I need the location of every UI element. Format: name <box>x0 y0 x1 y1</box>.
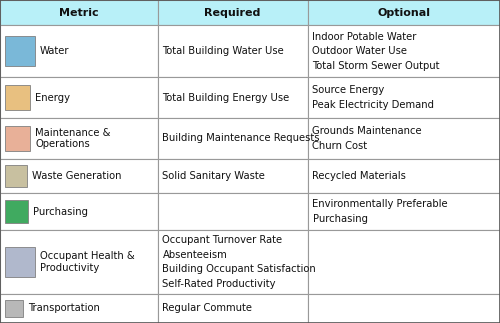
Text: Total Building Water Use: Total Building Water Use <box>162 46 284 56</box>
Bar <box>0 193 158 230</box>
Text: Source Energy
Peak Electricity Demand: Source Energy Peak Electricity Demand <box>312 85 434 110</box>
Text: Indoor Potable Water
Outdoor Water Use
Total Storm Sewer Output: Indoor Potable Water Outdoor Water Use T… <box>312 32 440 71</box>
Text: Waste Generation: Waste Generation <box>32 171 121 181</box>
Bar <box>308 193 500 230</box>
Text: Required: Required <box>204 8 260 17</box>
Bar <box>308 118 500 159</box>
Bar <box>5 247 35 277</box>
Bar <box>0 25 158 78</box>
Bar <box>0 0 158 25</box>
Text: Solid Sanitary Waste: Solid Sanitary Waste <box>162 171 266 181</box>
Text: Environmentally Preferable
Purchasing: Environmentally Preferable Purchasing <box>312 199 448 224</box>
Bar <box>158 0 308 25</box>
Bar <box>158 159 308 193</box>
Bar <box>308 294 500 323</box>
Text: Total Building Energy Use: Total Building Energy Use <box>162 93 290 103</box>
Bar <box>5 126 30 151</box>
Bar <box>158 25 308 78</box>
Text: Energy: Energy <box>35 93 70 103</box>
Text: Optional: Optional <box>378 8 430 17</box>
Bar <box>5 165 26 187</box>
Bar <box>308 230 500 294</box>
Bar <box>158 294 308 323</box>
Bar <box>5 299 23 318</box>
Bar <box>5 200 28 223</box>
Bar <box>308 78 500 118</box>
Text: Recycled Materials: Recycled Materials <box>312 171 406 181</box>
Bar <box>158 193 308 230</box>
Text: Occupant Turnover Rate
Absenteeism
Building Occupant Satisfaction
Self-Rated Pro: Occupant Turnover Rate Absenteeism Build… <box>162 235 316 289</box>
Bar <box>0 118 158 159</box>
Bar <box>5 85 30 110</box>
Text: Maintenance &
Operations: Maintenance & Operations <box>35 128 110 149</box>
Text: Water: Water <box>40 46 70 56</box>
Bar <box>0 159 158 193</box>
Text: Transportation: Transportation <box>28 304 100 314</box>
Text: Purchasing: Purchasing <box>33 207 88 217</box>
Bar <box>158 118 308 159</box>
Bar <box>308 25 500 78</box>
Bar <box>158 230 308 294</box>
Bar <box>0 78 158 118</box>
Bar <box>0 230 158 294</box>
Bar <box>308 0 500 25</box>
Bar <box>0 294 158 323</box>
Text: Regular Commute: Regular Commute <box>162 304 252 314</box>
Bar <box>308 159 500 193</box>
Text: Occupant Health &
Productivity: Occupant Health & Productivity <box>40 251 135 273</box>
Text: Metric: Metric <box>59 8 98 17</box>
Text: Grounds Maintenance
Churn Cost: Grounds Maintenance Churn Cost <box>312 126 422 151</box>
Bar <box>5 36 35 66</box>
Bar <box>158 78 308 118</box>
Text: Building Maintenance Requests: Building Maintenance Requests <box>162 133 320 143</box>
